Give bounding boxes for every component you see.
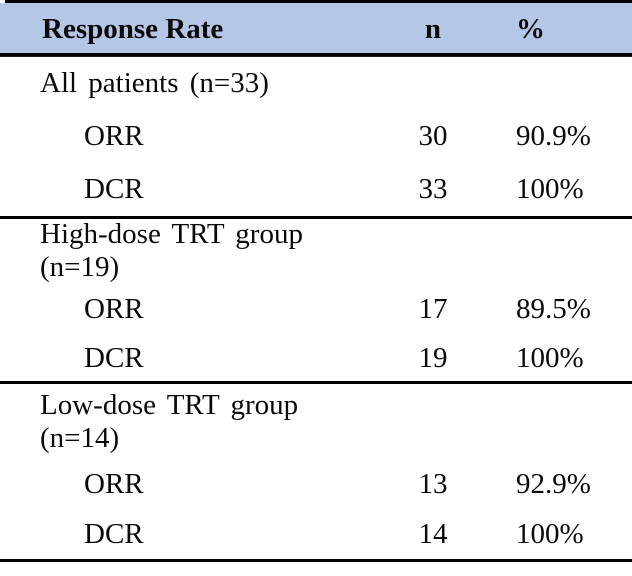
row-percent-value: 90.9% (516, 119, 591, 152)
row-n-value: 19 (418, 341, 448, 374)
section-all-patients: All patients (n=33) ORR 30 90.9% DCR 33 … (0, 57, 632, 219)
row-n-value: 33 (418, 173, 448, 205)
column-header-response-rate: Response Rate (42, 13, 224, 45)
section-title: All patients (n=33) (40, 66, 269, 99)
row-label: ORR (84, 292, 144, 325)
row-label: ORR (84, 119, 144, 152)
row-label: ORR (84, 467, 144, 500)
row-percent-value: 100% (516, 517, 584, 550)
table-row: ORR 13 92.9% (0, 459, 632, 509)
column-header-percent: % (516, 13, 545, 45)
section-high-dose-trt: High-dose TRT group (n=19) ORR 17 89.5% … (0, 218, 632, 384)
section-title-row: High-dose TRT group (n=19) (0, 218, 632, 283)
row-percent-value: 92.9% (516, 467, 591, 500)
table-row: DCR 33 100% (0, 163, 632, 216)
section-low-dose-trt: Low-dose TRT group (n=14) ORR 13 92.9% D… (0, 384, 632, 559)
section-title-row: All patients (n=33) (0, 57, 632, 109)
row-percent-value: 100% (516, 173, 584, 205)
row-label: DCR (84, 517, 144, 550)
row-n-value: 30 (418, 119, 448, 152)
header-divider-rule (0, 53, 632, 57)
table-bottom-rule (0, 559, 632, 562)
row-n-value: 14 (418, 517, 448, 550)
row-label: DCR (84, 173, 144, 205)
row-n-value: 17 (418, 292, 448, 325)
row-n-value: 13 (418, 467, 448, 500)
row-percent-value: 100% (516, 341, 584, 374)
table-row: DCR 14 100% (0, 509, 632, 559)
section-title-row: Low-dose TRT group (n=14) (0, 384, 632, 459)
column-header-n: n (424, 13, 442, 45)
section-title: Low-dose TRT group (n=14) (40, 388, 299, 454)
row-label: DCR (84, 341, 144, 374)
table-row: DCR 19 100% (0, 335, 632, 381)
section-title: High-dose TRT group (n=19) (40, 218, 303, 283)
table-row: ORR 17 89.5% (0, 283, 632, 335)
row-percent-value: 89.5% (516, 292, 591, 325)
table-row: ORR 30 90.9% (0, 109, 632, 163)
table-header-row: Response Rate n % (0, 3, 632, 53)
table-top-rule (5, 0, 632, 3)
